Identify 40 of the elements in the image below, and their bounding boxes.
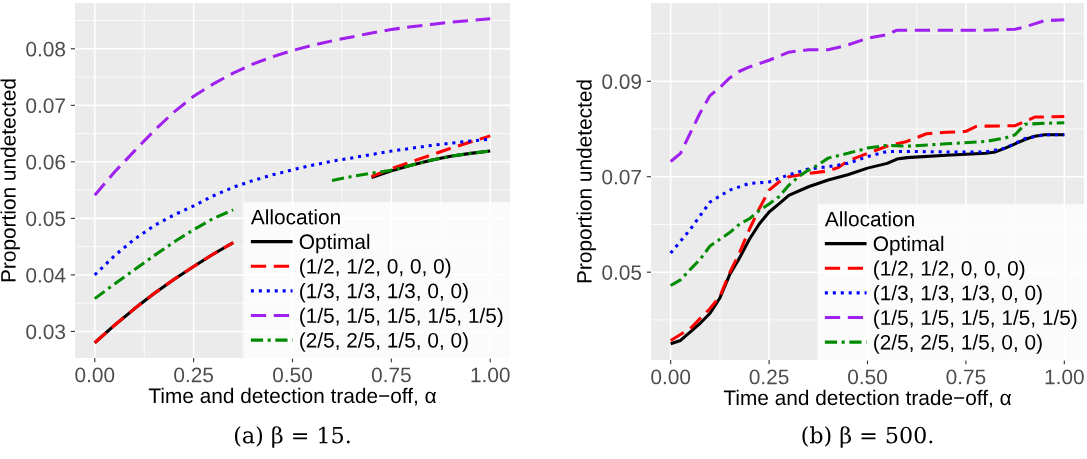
legend-label: (2/5, 2/5, 1/5, 0, 0) <box>874 334 1042 354</box>
x-tick-label: 1.00 <box>471 367 510 383</box>
x-tick-label: 0.75 <box>946 369 986 385</box>
y-tick-label: 0.03 <box>26 324 66 340</box>
x-tick-label: 0.00 <box>651 369 691 385</box>
y-axis-title: Proportion undetected <box>576 80 596 283</box>
legend-label: (1/3, 1/3, 1/3, 0, 0) <box>874 285 1042 305</box>
x-tick-label: 0.50 <box>848 369 887 385</box>
line-series <box>669 18 1066 163</box>
legend-label: (1/5, 1/5, 1/5, 1/5, 1/5) <box>300 307 503 328</box>
legend-title: Allocation <box>824 211 914 227</box>
x-tick-label: 0.75 <box>371 367 411 383</box>
legend-label: (1/2, 1/2, 0, 0, 0) <box>874 260 1025 280</box>
legend-label: (2/5, 2/5, 1/5, 0, 0) <box>300 332 468 352</box>
y-tick-label: 0.04 <box>26 267 66 283</box>
line-series <box>669 133 1066 255</box>
legend-label: Optimal <box>873 235 944 256</box>
x-tick-label: 1.00 <box>1045 369 1084 385</box>
y-axis-title: Proportion undetected <box>0 79 20 282</box>
y-tick-label: 0.06 <box>26 154 66 170</box>
text: (b) β = 500. <box>802 426 933 448</box>
y-tick-label: 0.09 <box>602 74 641 90</box>
legend-label: (1/2, 1/2, 0, 0, 0) <box>300 258 451 278</box>
x-tick-label: 0.25 <box>174 367 214 383</box>
legend-label: Optimal <box>299 233 370 254</box>
y-tick-label: 0.07 <box>602 169 641 185</box>
legend-label: (1/3, 1/3, 1/3, 0, 0) <box>300 283 468 303</box>
line-series <box>93 17 492 197</box>
x-tick-label: 0.50 <box>273 367 312 383</box>
x-tick-label: 0.25 <box>749 369 789 385</box>
y-tick-label: 0.05 <box>602 265 642 280</box>
x-axis-title: Time and detection trade−off, α <box>148 387 437 406</box>
legend-title: Allocation <box>250 209 340 225</box>
y-tick-label: 0.08 <box>26 41 66 57</box>
x-axis-title: Time and detection trade−off, α <box>723 389 1012 408</box>
y-tick-label: 0.07 <box>26 98 65 114</box>
y-tick-label: 0.05 <box>26 211 66 227</box>
text: (a) β = 15. <box>234 426 350 448</box>
legend-label: (1/5, 1/5, 1/5, 1/5, 1/5) <box>874 309 1077 330</box>
x-tick-label: 0.00 <box>75 367 115 383</box>
